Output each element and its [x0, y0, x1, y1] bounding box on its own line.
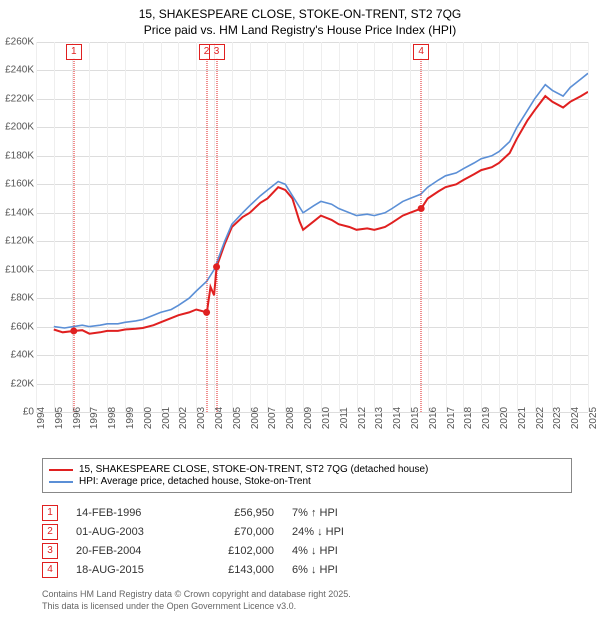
marker-line — [73, 58, 74, 412]
legend-blue-label: HPI: Average price, detached house, Stok… — [79, 476, 311, 487]
marker-line — [206, 58, 207, 412]
x-tick: 2021 — [517, 407, 528, 429]
x-tick: 2006 — [250, 407, 261, 429]
legend-red-label: 15, SHAKESPEARE CLOSE, STOKE-ON-TRENT, S… — [79, 464, 428, 475]
x-tick: 2017 — [446, 407, 457, 429]
marker-line — [216, 58, 217, 412]
event-row: 1 14-FEB-1996 £56,950 7% ↑ HPI — [42, 505, 572, 521]
y-tick: £240K — [5, 65, 34, 76]
x-tick: 2000 — [143, 407, 154, 429]
x-tick: 2025 — [588, 407, 599, 429]
x-tick: 2003 — [196, 407, 207, 429]
x-tick: 2007 — [267, 407, 278, 429]
events-table: 1 14-FEB-1996 £56,950 7% ↑ HPI 2 01-AUG-2003 £… — [42, 502, 572, 581]
y-tick: £20K — [11, 378, 34, 389]
x-tick: 2018 — [463, 407, 474, 429]
event-date: 18-AUG-2015 — [76, 564, 176, 576]
y-tick: £260K — [5, 37, 34, 48]
x-tick: 2010 — [321, 407, 332, 429]
y-axis: £0£20K£40K£60K£80K£100K£120K£140K£160K£1… — [0, 42, 36, 412]
y-tick: £100K — [5, 264, 34, 275]
y-tick: £160K — [5, 179, 34, 190]
y-tick: £60K — [11, 321, 34, 332]
event-pct: 6% ↓ HPI — [292, 564, 402, 576]
y-tick: £80K — [11, 293, 34, 304]
event-num: 4 — [42, 562, 58, 578]
y-tick: £180K — [5, 150, 34, 161]
series-red — [54, 92, 588, 334]
event-date: 20-FEB-2004 — [76, 545, 176, 557]
x-tick: 2023 — [552, 407, 563, 429]
event-date: 14-FEB-1996 — [76, 507, 176, 519]
x-tick: 1995 — [54, 407, 65, 429]
event-num: 3 — [42, 543, 58, 559]
event-price: £143,000 — [194, 564, 274, 576]
y-tick: £220K — [5, 93, 34, 104]
x-tick: 2005 — [232, 407, 243, 429]
marker-box: 1 — [66, 44, 82, 60]
x-tick: 2022 — [535, 407, 546, 429]
x-tick: 1999 — [125, 407, 136, 429]
event-num: 1 — [42, 505, 58, 521]
x-tick: 2008 — [285, 407, 296, 429]
y-tick: £140K — [5, 207, 34, 218]
x-tick: 2013 — [374, 407, 385, 429]
footer: Contains HM Land Registry data © Crown c… — [42, 588, 351, 612]
footer-line1: Contains HM Land Registry data © Crown c… — [42, 588, 351, 600]
x-axis: 1994199519961997199819992000200120022003… — [36, 412, 588, 452]
event-pct: 7% ↑ HPI — [292, 507, 402, 519]
chart-plot — [36, 42, 588, 412]
event-price: £56,950 — [194, 507, 274, 519]
x-tick: 2012 — [357, 407, 368, 429]
title-line2: Price paid vs. HM Land Registry's House … — [0, 22, 600, 38]
event-num: 2 — [42, 524, 58, 540]
event-row: 4 18-AUG-2015 £143,000 6% ↓ HPI — [42, 562, 572, 578]
legend-swatch-blue — [49, 481, 73, 483]
event-pct: 4% ↓ HPI — [292, 545, 402, 557]
event-pct: 24% ↓ HPI — [292, 526, 402, 538]
footer-line2: This data is licensed under the Open Gov… — [42, 600, 351, 612]
x-tick: 1994 — [36, 407, 47, 429]
x-tick: 2002 — [178, 407, 189, 429]
x-tick: 2009 — [303, 407, 314, 429]
event-price: £70,000 — [194, 526, 274, 538]
y-tick: £200K — [5, 122, 34, 133]
event-row: 3 20-FEB-2004 £102,000 4% ↓ HPI — [42, 543, 572, 559]
series-blue — [54, 73, 588, 328]
x-tick: 2004 — [214, 407, 225, 429]
event-row: 2 01-AUG-2003 £70,000 24% ↓ HPI — [42, 524, 572, 540]
title-line1: 15, SHAKESPEARE CLOSE, STOKE-ON-TRENT, S… — [0, 6, 600, 22]
x-tick: 2015 — [410, 407, 421, 429]
x-tick: 2001 — [161, 407, 172, 429]
grid-line-v — [588, 42, 589, 412]
x-tick: 2011 — [339, 407, 350, 429]
event-price: £102,000 — [194, 545, 274, 557]
x-tick: 2016 — [428, 407, 439, 429]
y-tick: £0 — [23, 407, 34, 418]
event-date: 01-AUG-2003 — [76, 526, 176, 538]
x-tick: 1998 — [107, 407, 118, 429]
y-tick: £40K — [11, 350, 34, 361]
x-tick: 2024 — [570, 407, 581, 429]
chart-area: 1234 — [36, 42, 588, 412]
x-tick: 1996 — [72, 407, 83, 429]
marker-line — [421, 58, 422, 412]
legend-swatch-red — [49, 469, 73, 471]
marker-box: 3 — [209, 44, 225, 60]
y-tick: £120K — [5, 236, 34, 247]
x-tick: 1997 — [89, 407, 100, 429]
marker-box: 4 — [413, 44, 429, 60]
x-tick: 2019 — [481, 407, 492, 429]
legend: 15, SHAKESPEARE CLOSE, STOKE-ON-TRENT, S… — [42, 458, 572, 493]
x-tick: 2020 — [499, 407, 510, 429]
chart-title: 15, SHAKESPEARE CLOSE, STOKE-ON-TRENT, S… — [0, 0, 600, 38]
x-tick: 2014 — [392, 407, 403, 429]
